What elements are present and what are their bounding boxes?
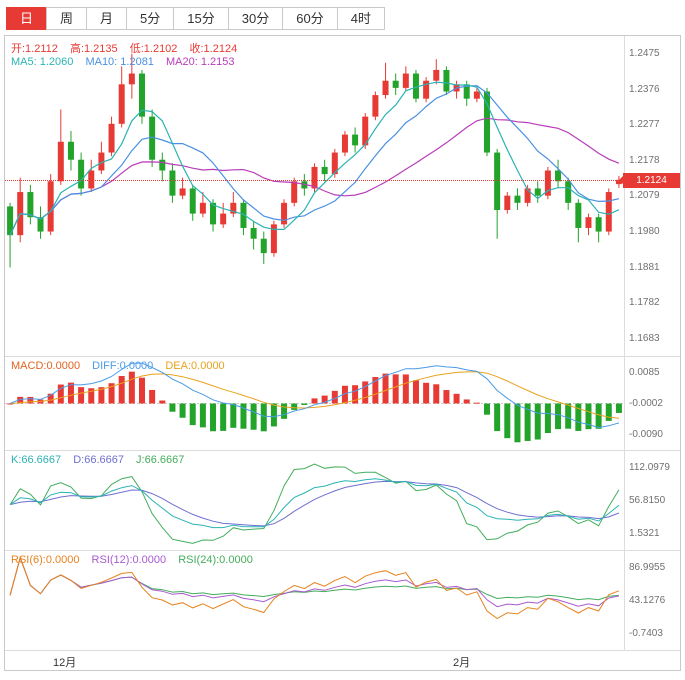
kdj-axis: 112.0979 56.8150 1.5321 (624, 451, 680, 550)
time-label-december: 12月 (53, 657, 77, 669)
rsi-legend: RSI(6):0.0000 RSI(12):0.0000 RSI(24):0.0… (11, 554, 262, 566)
tab-60min[interactable]: 60分 (282, 7, 338, 30)
rsi-axis-label: 43.1276 (629, 595, 666, 606)
tab-4hour[interactable]: 4时 (336, 7, 385, 30)
kdj-legend: K:66.6667 D:66.6667 J:66.6667 (11, 454, 193, 466)
macd-axis-label: -0.0090 (629, 429, 663, 440)
price-axis-label: 1.2079 (629, 190, 660, 202)
ma20-value: MA20: 1.2153 (166, 56, 235, 68)
rsi-axis-label: 86.9955 (629, 562, 666, 573)
ma10-value: MA10: 1.2081 (85, 56, 154, 68)
close-value: 收:1.2124 (189, 43, 238, 55)
kdj-axis-label: 112.0979 (629, 462, 670, 473)
price-axis-label: 1.1782 (629, 297, 660, 309)
d-value: D:66.6667 (73, 454, 124, 466)
price-axis-label: 1.2475 (629, 48, 660, 60)
ma-legend: MA5: 1.2060 MA10: 1.2081 MA20: 1.2153 (11, 56, 244, 68)
macd-value: MACD:0.0000 (11, 360, 81, 372)
main-price-panel: 开:1.2112 高:1.2135 低:1.2102 收:1.2124 MA5:… (5, 36, 680, 356)
kdj-axis-label: 1.5321 (629, 528, 660, 539)
time-axis: 12月 2月 (5, 650, 680, 670)
main-price-axis: 1.2475 1.2376 1.2277 1.2178 1.2079 1.198… (624, 36, 680, 356)
rsi-plot[interactable]: RSI(6):0.0000 RSI(12):0.0000 RSI(24):0.0… (5, 551, 624, 650)
j-value: J:66.6667 (136, 454, 185, 466)
k-value: K:66.6667 (11, 454, 62, 466)
price-axis-label: 1.1881 (629, 261, 660, 273)
kdj-panel: K:66.6667 D:66.6667 J:66.6667 112.0979 5… (5, 450, 680, 550)
ohlc-legend: 开:1.2112 高:1.2135 低:1.2102 收:1.2124 (11, 40, 246, 56)
open-value: 开:1.2112 (11, 43, 58, 55)
rsi12-value: RSI(12):0.0000 (91, 554, 167, 566)
kdj-plot[interactable]: K:66.6667 D:66.6667 J:66.6667 (5, 451, 624, 550)
main-plot[interactable]: 开:1.2112 高:1.2135 低:1.2102 收:1.2124 MA5:… (5, 36, 624, 356)
rsi6-value: RSI(6):0.0000 (11, 554, 80, 566)
macd-axis-label: 0.0085 (629, 367, 660, 378)
chart-frame: 开:1.2112 高:1.2135 低:1.2102 收:1.2124 MA5:… (4, 35, 681, 671)
last-price-tag: 1.2124 (619, 172, 680, 188)
time-label-february: 2月 (453, 657, 471, 669)
macd-panel: MACD:0.0000 DIFF:0.0000 DEA:0.0000 0.008… (5, 356, 680, 450)
price-axis-label: 1.2376 (629, 83, 660, 95)
price-axis-label: 1.1683 (629, 332, 660, 344)
dea-value: DEA:0.0000 (165, 360, 225, 372)
macd-axis-label: -0.0002 (629, 398, 663, 409)
price-axis-label: 1.2178 (629, 154, 660, 166)
high-value: 高:1.2135 (69, 43, 118, 55)
tab-30min[interactable]: 30分 (227, 7, 284, 30)
tab-5min[interactable]: 5分 (126, 7, 175, 30)
price-axis-label: 1.1980 (629, 226, 660, 237)
tab-15min[interactable]: 15分 (173, 7, 229, 30)
last-price-line (5, 179, 624, 181)
rsi24-value: RSI(24):0.0000 (178, 554, 253, 566)
rsi-panel: RSI(6):0.0000 RSI(12):0.0000 RSI(24):0.0… (5, 550, 680, 650)
macd-plot[interactable]: MACD:0.0000 DIFF:0.0000 DEA:0.0000 (5, 357, 624, 450)
tab-week[interactable]: 周 (46, 7, 88, 30)
diff-value: DIFF:0.0000 (92, 360, 154, 372)
price-axis-label: 1.2277 (629, 119, 660, 131)
rsi-axis-label: -0.7403 (629, 628, 663, 639)
rsi-axis: 86.9955 43.1276 -0.7403 (624, 551, 680, 650)
macd-axis: 0.0085 -0.0002 -0.0090 (624, 357, 680, 450)
low-value: 低:1.2102 (129, 43, 178, 55)
kdj-axis-label: 56.8150 (629, 495, 666, 506)
timeframe-toolbar: 日 周 月 5分 15分 30分 60分 4时 (0, 0, 685, 35)
ma5-value: MA5: 1.2060 (11, 56, 74, 68)
tab-day[interactable]: 日 (6, 7, 48, 30)
macd-legend: MACD:0.0000 DIFF:0.0000 DEA:0.0000 (11, 360, 234, 372)
tab-month[interactable]: 月 (86, 7, 128, 30)
